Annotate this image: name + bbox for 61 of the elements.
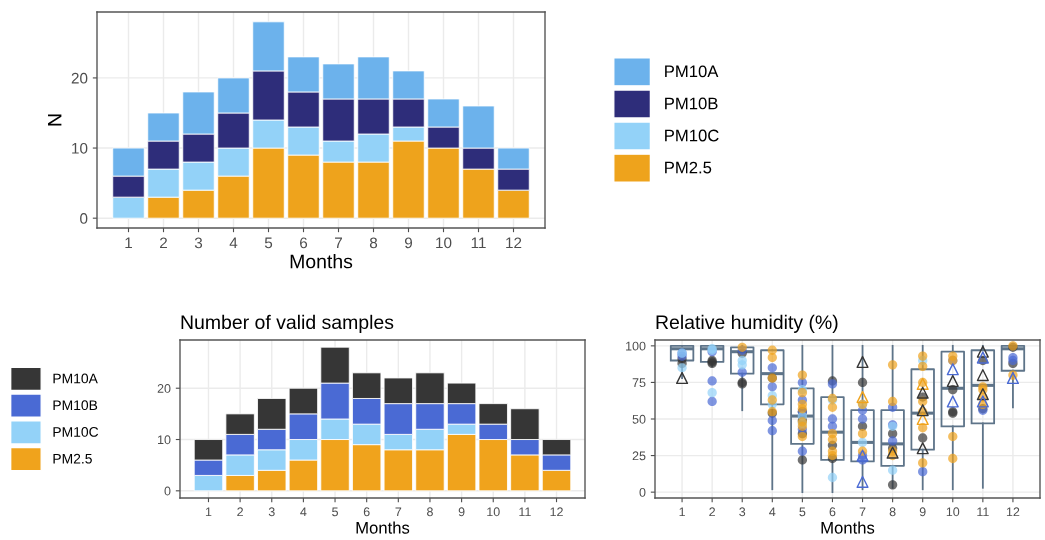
x-tick-label: 12 xyxy=(1006,507,1020,517)
y-tick-label: 25 xyxy=(632,451,646,461)
x-tick-label: 8 xyxy=(427,507,433,517)
x-tick-label: 6 xyxy=(363,507,370,517)
x-tick-label: 8 xyxy=(369,237,378,249)
y-axis-title: N xyxy=(48,114,62,126)
legend-label: PM2.5 xyxy=(53,453,92,464)
legend-label: PM10B xyxy=(53,400,98,411)
x-tick-label: 4 xyxy=(769,507,776,517)
y-tick-label: 50 xyxy=(632,414,646,424)
y-tick-label: 20 xyxy=(71,72,88,84)
x-tick-label: 8 xyxy=(889,507,896,517)
x-tick-label: 7 xyxy=(859,507,866,517)
x-tick-label: 5 xyxy=(799,507,806,517)
x-tick-label: 12 xyxy=(550,507,563,517)
x-tick-label: 11 xyxy=(519,507,531,517)
y-tick-label: 0 xyxy=(80,213,88,224)
x-tick-label: 9 xyxy=(919,507,926,517)
chart-title: Relative humidity (%) xyxy=(656,314,838,333)
y-tick-label: 100 xyxy=(626,341,646,351)
x-axis-title: Months xyxy=(356,521,410,534)
legend-label: PM10C xyxy=(665,129,719,142)
y-tick-label: 0 xyxy=(639,487,646,497)
x-tick-label: 1 xyxy=(679,507,685,517)
legend-label: PM10C xyxy=(53,427,99,437)
x-tick-label: 1 xyxy=(205,507,212,517)
y-tick-label: 0 xyxy=(164,486,171,496)
x-tick-label: 5 xyxy=(264,237,273,249)
legend-label: PM10A xyxy=(53,373,98,384)
x-tick-label: 9 xyxy=(404,237,413,249)
x-tick-label: 10 xyxy=(946,507,960,517)
legend-label: PM2.5 xyxy=(665,161,712,174)
x-tick-label: 6 xyxy=(300,237,308,249)
x-tick-label: 9 xyxy=(458,507,465,517)
x-tick-label: 7 xyxy=(395,507,402,517)
x-tick-label: 10 xyxy=(487,507,500,517)
x-axis-title: Months xyxy=(290,254,353,269)
x-tick-label: 2 xyxy=(237,507,243,517)
x-tick-label: 3 xyxy=(268,507,275,517)
x-axis-title: Months xyxy=(821,521,875,534)
legend-label: PM10A xyxy=(665,65,719,78)
x-tick-label: 7 xyxy=(335,237,342,249)
x-tick-label: 11 xyxy=(471,237,486,249)
x-tick-label: 10 xyxy=(436,237,452,249)
x-tick-label: 2 xyxy=(160,237,167,249)
y-tick-label: 75 xyxy=(632,378,646,388)
y-tick-label: 10 xyxy=(72,142,88,154)
x-tick-label: 3 xyxy=(194,237,203,249)
chart-title: Number of valid samples xyxy=(181,314,394,333)
y-tick-label: 10 xyxy=(158,435,171,445)
x-tick-label: 2 xyxy=(709,507,715,517)
x-tick-label: 1 xyxy=(125,237,132,249)
x-tick-label: 12 xyxy=(506,237,522,249)
x-tick-label: 4 xyxy=(229,237,238,249)
x-tick-label: 6 xyxy=(829,507,836,517)
y-tick-label: 20 xyxy=(157,384,171,393)
x-tick-label: 11 xyxy=(977,507,989,517)
x-tick-label: 4 xyxy=(300,507,307,517)
x-tick-label: 5 xyxy=(332,507,338,517)
legend-label: PM10B xyxy=(665,97,718,110)
x-tick-label: 3 xyxy=(739,507,746,517)
